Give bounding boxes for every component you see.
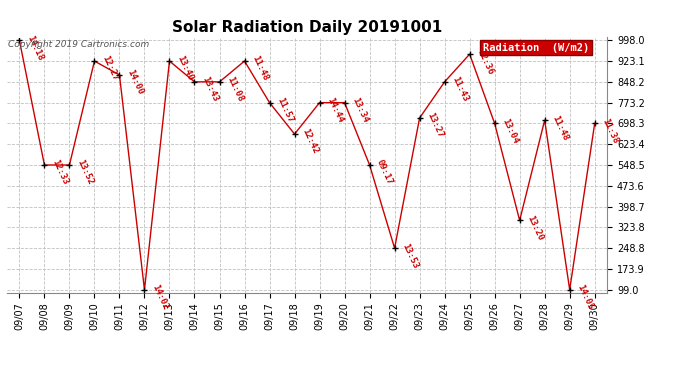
Text: 13:20: 13:20	[525, 214, 544, 242]
Title: Solar Radiation Daily 20191001: Solar Radiation Daily 20191001	[172, 20, 442, 35]
Text: Radiation  (W/m2): Radiation (W/m2)	[483, 43, 589, 52]
Text: 12:27: 12:27	[100, 54, 119, 82]
Text: 11:08: 11:08	[225, 75, 244, 104]
Text: 12:33: 12:33	[50, 158, 70, 187]
Text: 13:04: 13:04	[500, 117, 520, 145]
Text: 11:38: 11:38	[600, 117, 620, 145]
Text: 11:43: 11:43	[450, 75, 470, 104]
Text: 11:48: 11:48	[250, 54, 270, 82]
Text: 11:57: 11:57	[275, 96, 295, 124]
Text: 13:27: 13:27	[425, 111, 444, 140]
Text: 13:53: 13:53	[400, 242, 420, 270]
Text: 12:42: 12:42	[300, 128, 319, 156]
Text: 14:00: 14:00	[125, 68, 144, 96]
Text: Copyright 2019 Cartronics.com: Copyright 2019 Cartronics.com	[8, 40, 149, 49]
Text: 12:36: 12:36	[475, 48, 495, 76]
Text: 14:44: 14:44	[325, 96, 344, 124]
Text: 14:02: 14:02	[150, 283, 170, 311]
Text: 11:48: 11:48	[550, 114, 570, 142]
Text: 13:34: 13:34	[350, 96, 370, 124]
Text: 14:05: 14:05	[575, 283, 595, 311]
Text: 14:18: 14:18	[25, 34, 44, 62]
Text: 13:40: 13:40	[175, 54, 195, 82]
Text: 13:43: 13:43	[200, 75, 219, 104]
Text: 13:52: 13:52	[75, 158, 95, 187]
Text: 09:17: 09:17	[375, 158, 395, 187]
